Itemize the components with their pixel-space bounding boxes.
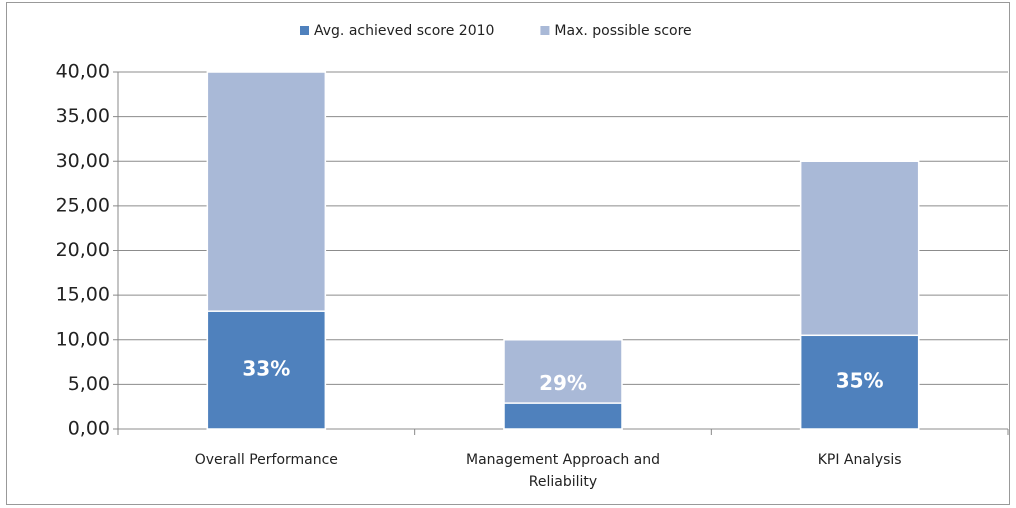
data-label: 35% bbox=[836, 369, 884, 393]
y-tick-label: 25,00 bbox=[56, 194, 110, 216]
y-tick-label: 10,00 bbox=[56, 328, 110, 350]
chart-border bbox=[6, 2, 1010, 505]
x-tick-label: KPI Analysis bbox=[817, 452, 902, 468]
legend-label: Avg. achieved score 2010 bbox=[314, 23, 494, 39]
legend-label: Max. possible score bbox=[554, 23, 691, 39]
legend-swatch bbox=[300, 26, 309, 35]
y-tick-label: 30,00 bbox=[56, 150, 110, 172]
bar bbox=[799, 334, 920, 430]
y-tick-label: 35,00 bbox=[56, 105, 110, 127]
legend-swatch bbox=[540, 26, 550, 35]
bar bbox=[206, 310, 327, 430]
data-label: 29% bbox=[539, 371, 587, 395]
bar bbox=[503, 402, 623, 430]
y-tick-label: 15,00 bbox=[56, 284, 110, 306]
y-tick-label: 0,00 bbox=[68, 418, 110, 440]
y-tick-label: 20,00 bbox=[56, 239, 110, 261]
data-label: 33% bbox=[242, 357, 290, 381]
y-tick-label: 40,00 bbox=[56, 61, 110, 83]
x-tick-label: Overall Performance bbox=[194, 452, 338, 468]
x-tick-label: Management Approach and Reliability bbox=[466, 452, 660, 490]
y-tick-label: 5,00 bbox=[68, 373, 110, 395]
